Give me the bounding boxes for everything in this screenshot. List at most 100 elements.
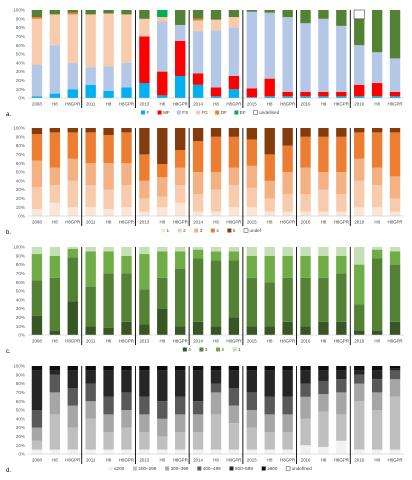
bar-segment bbox=[264, 10, 275, 13]
chart-panel-3: 0% 10% 20% 30% 40% 50% 60% 70% 80% 90% 100% 2008 H8 H… bbox=[6, 245, 404, 355]
legend-swatch bbox=[176, 110, 181, 115]
bar-segment bbox=[157, 207, 168, 216]
bar-segment bbox=[157, 436, 168, 450]
bar-segment bbox=[121, 62, 132, 88]
bar-segment bbox=[31, 10, 43, 18]
panel-label: b. bbox=[6, 230, 11, 236]
bar-segment bbox=[336, 194, 347, 212]
x-tick-label: H8GPR bbox=[65, 458, 80, 463]
bar-segment bbox=[174, 202, 186, 216]
bar-segment bbox=[192, 84, 204, 98]
legend-label: 2 bbox=[222, 347, 225, 352]
bar-segment bbox=[389, 379, 401, 397]
bar-segment bbox=[389, 321, 401, 335]
bar-segment bbox=[318, 91, 329, 97]
bar-segment bbox=[228, 128, 240, 137]
legend-swatch bbox=[234, 110, 239, 115]
bar-segment bbox=[49, 247, 61, 256]
x-tick-label: 2016 bbox=[301, 339, 311, 344]
bar-segment bbox=[371, 83, 383, 97]
bar-segment bbox=[389, 128, 401, 133]
bar-segment bbox=[139, 289, 150, 325]
bar-segment bbox=[371, 132, 383, 168]
bar-segment bbox=[264, 12, 275, 79]
x-tick-label: H8 bbox=[374, 102, 380, 107]
y-tick-label: 80% bbox=[16, 381, 25, 386]
bar-segment bbox=[31, 247, 43, 255]
bar-segment bbox=[210, 96, 222, 98]
legend-label: 1 bbox=[238, 347, 241, 352]
bar-segment bbox=[67, 427, 78, 450]
bar-segment bbox=[228, 167, 240, 186]
y-tick-label: 100% bbox=[13, 126, 25, 131]
legend-swatch bbox=[229, 466, 234, 471]
bar-segment bbox=[246, 326, 258, 335]
bar-segment bbox=[389, 247, 401, 252]
bar-segment bbox=[85, 128, 96, 133]
bar-segment bbox=[371, 167, 383, 186]
bar-segment bbox=[300, 10, 311, 24]
bar-segment bbox=[282, 321, 293, 335]
y-tick-label: 30% bbox=[16, 306, 25, 311]
x-tick-label: 2015 bbox=[247, 458, 257, 463]
x-tick-label: H8 bbox=[213, 458, 219, 463]
bar-segment bbox=[246, 247, 258, 256]
bar-segment bbox=[192, 20, 204, 32]
bar-segment bbox=[318, 370, 329, 381]
bar-segment bbox=[246, 207, 258, 216]
bar-segment bbox=[228, 10, 240, 18]
bar-segment bbox=[264, 370, 275, 397]
y-tick-label: 80% bbox=[16, 25, 25, 30]
bar-segment bbox=[246, 449, 258, 454]
bar-segment bbox=[210, 189, 222, 212]
y-tick-label: 100% bbox=[13, 364, 25, 369]
bar-segment bbox=[246, 165, 258, 188]
bar-segment bbox=[139, 432, 150, 450]
bar-segment bbox=[139, 211, 150, 216]
x-tick-label: 2011 bbox=[86, 102, 96, 107]
x-tick-label: 2019 bbox=[354, 339, 364, 344]
bar-segment bbox=[49, 255, 61, 278]
bar-segment bbox=[371, 96, 383, 98]
bar-segment bbox=[49, 366, 61, 371]
y-tick-label: 0% bbox=[18, 333, 25, 338]
x-tick-label: H8GPR bbox=[119, 102, 134, 107]
bar-segment bbox=[157, 177, 168, 197]
bar-segment bbox=[31, 315, 43, 335]
bar-segment bbox=[354, 84, 365, 97]
bar-segment bbox=[85, 10, 96, 15]
bar-segment bbox=[31, 17, 43, 19]
bar-segment bbox=[228, 17, 240, 28]
bar-segment bbox=[228, 423, 240, 450]
bar-segment bbox=[318, 128, 329, 137]
bar-segment bbox=[228, 247, 240, 252]
x-tick-label: H8GPR bbox=[387, 220, 402, 225]
bar-segment bbox=[300, 96, 311, 98]
legend-label: 3 bbox=[200, 228, 203, 233]
y-tick-label: 100% bbox=[13, 8, 25, 13]
bar-segment bbox=[228, 260, 240, 318]
y-tick-label: 60% bbox=[16, 43, 25, 48]
bar-segment bbox=[300, 247, 311, 256]
legend-swatch bbox=[261, 466, 266, 471]
bar-segment bbox=[85, 383, 96, 402]
bar-segment bbox=[228, 89, 240, 98]
bar-segment bbox=[282, 96, 293, 98]
bar-segment bbox=[192, 194, 204, 212]
bar-segment bbox=[49, 202, 61, 216]
bar-segment bbox=[121, 87, 132, 98]
legend-label: ≤200 bbox=[114, 466, 125, 471]
x-tick-label: H8 bbox=[159, 458, 165, 463]
bar-segment bbox=[282, 414, 293, 432]
x-tick-label: 2013 bbox=[139, 339, 149, 344]
bar-segment bbox=[246, 139, 258, 166]
bar-segment bbox=[139, 247, 150, 255]
bar-segment bbox=[174, 76, 186, 98]
bar-segment bbox=[300, 326, 311, 335]
bar-segment bbox=[49, 167, 61, 186]
bar-segment bbox=[139, 324, 150, 335]
bar-segment bbox=[121, 410, 132, 428]
bar-segment bbox=[371, 370, 383, 380]
bar-segment bbox=[157, 370, 168, 402]
